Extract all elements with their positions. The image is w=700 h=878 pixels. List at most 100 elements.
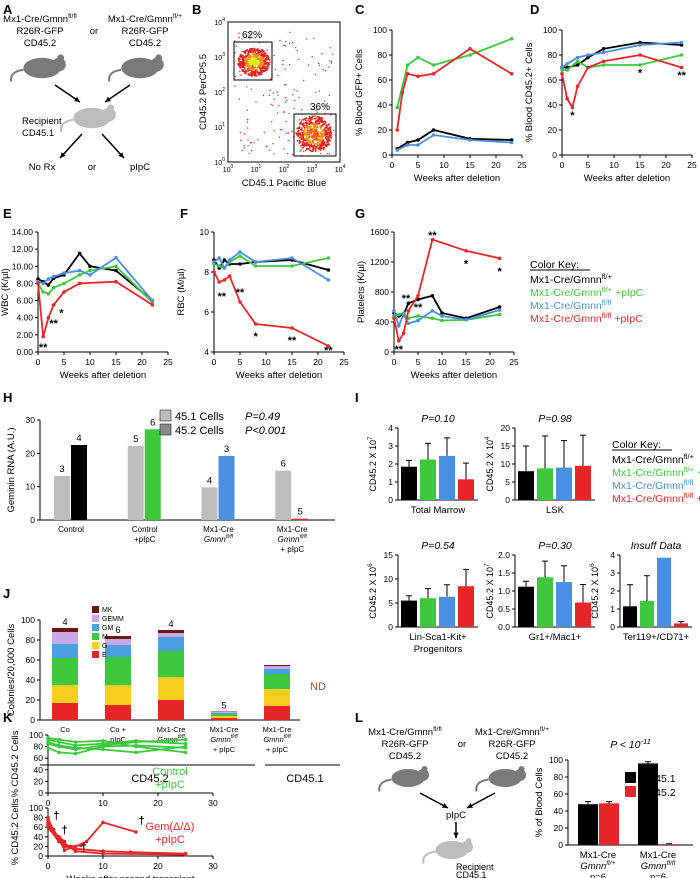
significance-mark: **: [324, 345, 333, 357]
flow-dot: [258, 60, 260, 62]
panel-letter: E: [3, 206, 12, 221]
flow-dot: [328, 123, 330, 126]
flow-dot: [238, 58, 241, 60]
group-label: Mx1-Cre: [203, 525, 234, 534]
arrow: [419, 792, 449, 809]
flow-dot: [325, 104, 327, 107]
flow-dot: [239, 55, 242, 57]
flow-dot: [244, 68, 246, 71]
bar: [657, 557, 671, 627]
y-tick-label: 80: [548, 50, 558, 60]
flow-dot: [282, 63, 284, 66]
mouse-head: [102, 107, 116, 122]
y-tick-label: 100: [21, 615, 35, 625]
flow-dot: [252, 71, 255, 74]
flow-dot: [332, 53, 334, 55]
data-point: [134, 750, 138, 755]
flow-dot: [288, 112, 290, 115]
y-tick-label: 40: [34, 765, 44, 775]
data-point: [430, 294, 435, 298]
flow-dot: [304, 150, 307, 152]
flow-dot: [254, 49, 257, 52]
flow-dot: [234, 85, 236, 87]
flow-dot: [251, 73, 253, 76]
flow-dot: [322, 132, 325, 135]
flow-dot: [306, 137, 309, 140]
text-part: +pIpC: [612, 287, 644, 299]
flow-dot: [328, 134, 331, 137]
data-point: [468, 47, 472, 51]
data-point: [601, 47, 606, 51]
flow-dot: [299, 150, 301, 152]
mouse-ear: [57, 54, 65, 62]
data-point: [36, 277, 40, 281]
flow-dot: [248, 152, 250, 155]
bar-n-label: 5: [133, 434, 138, 445]
flow-dot: [326, 140, 329, 143]
flow-dot: [305, 135, 308, 138]
series-line: [47, 741, 186, 754]
flow-dot: [292, 42, 294, 44]
flow-dot: [255, 101, 257, 103]
chart-I5: 0 1 2 3 4 Insuff Data Ter119+/CD71+ CD45.2 X 10…: [589, 540, 692, 643]
y-tick-label: 103: [214, 52, 225, 62]
flow-dot: [300, 144, 303, 147]
flow-dot: [301, 135, 303, 138]
series-line: [37, 280, 153, 337]
x-tick-label: 15: [111, 357, 121, 367]
data-point: [570, 105, 575, 110]
flow-dot: [264, 54, 267, 57]
panel-h-bar-chart: 0 10 20 30 Geminin RNA (A.U.) 3 4 Control 5 6 Cont…: [6, 409, 335, 554]
bar: [218, 456, 235, 520]
bar: [420, 459, 436, 500]
flow-dot: [312, 148, 315, 151]
bar: [578, 804, 598, 845]
flow-dot: [328, 66, 330, 68]
flow-dot: [324, 70, 327, 72]
significance-mark: **: [414, 302, 423, 314]
x-tick-label: 0: [36, 357, 41, 367]
data-point: [565, 97, 569, 101]
flow-dot: [314, 124, 316, 126]
data-point: [183, 852, 188, 857]
data-point: [397, 339, 401, 343]
y-axis-label: WBC (K/µl): [0, 268, 11, 316]
flow-dot: [246, 121, 249, 123]
superscript: -11: [640, 737, 650, 746]
x-tick-label: 30: [208, 861, 218, 871]
y-tick-label: 40: [548, 100, 558, 110]
flow-dot: [248, 57, 251, 60]
flow-dot: [315, 91, 317, 94]
or-label: or: [88, 162, 96, 173]
superscript: fl/+: [602, 285, 613, 294]
flow-dot: [310, 144, 313, 146]
flow-dot: [320, 132, 322, 135]
bar-n-label: 5: [298, 507, 303, 518]
flow-dot: [257, 55, 260, 57]
data-point: [73, 849, 78, 853]
significance-mark: *: [464, 259, 469, 271]
data-point: [183, 741, 188, 746]
y-axis-label: CD45.2 X 104: [484, 436, 495, 492]
data-point: [395, 105, 400, 110]
x-tick-label: 5: [416, 160, 421, 170]
flow-dot: [270, 103, 272, 106]
y-tick-label: 80: [378, 50, 388, 60]
y-tick-label: 30: [26, 415, 36, 425]
y-tick-label: 20: [34, 776, 44, 786]
x-tick-label: 20: [153, 798, 163, 808]
bar-n-label: 4: [62, 617, 67, 628]
superscript: fl/fl: [68, 13, 77, 20]
text-part: P < 10: [610, 739, 640, 751]
x-tick-label: 25: [339, 357, 349, 367]
y-axis-label: CD45.2 PerCP5.5: [198, 54, 209, 130]
x-tick-label: 5: [416, 357, 421, 367]
flow-dot: [303, 129, 306, 132]
data-point: [41, 334, 45, 339]
flow-dot: [330, 62, 333, 64]
or-label: or: [90, 26, 98, 37]
flow-dot: [299, 128, 302, 131]
y-axis-label: % CD45.2 Cells: [10, 798, 21, 865]
flow-dot: [238, 62, 240, 65]
